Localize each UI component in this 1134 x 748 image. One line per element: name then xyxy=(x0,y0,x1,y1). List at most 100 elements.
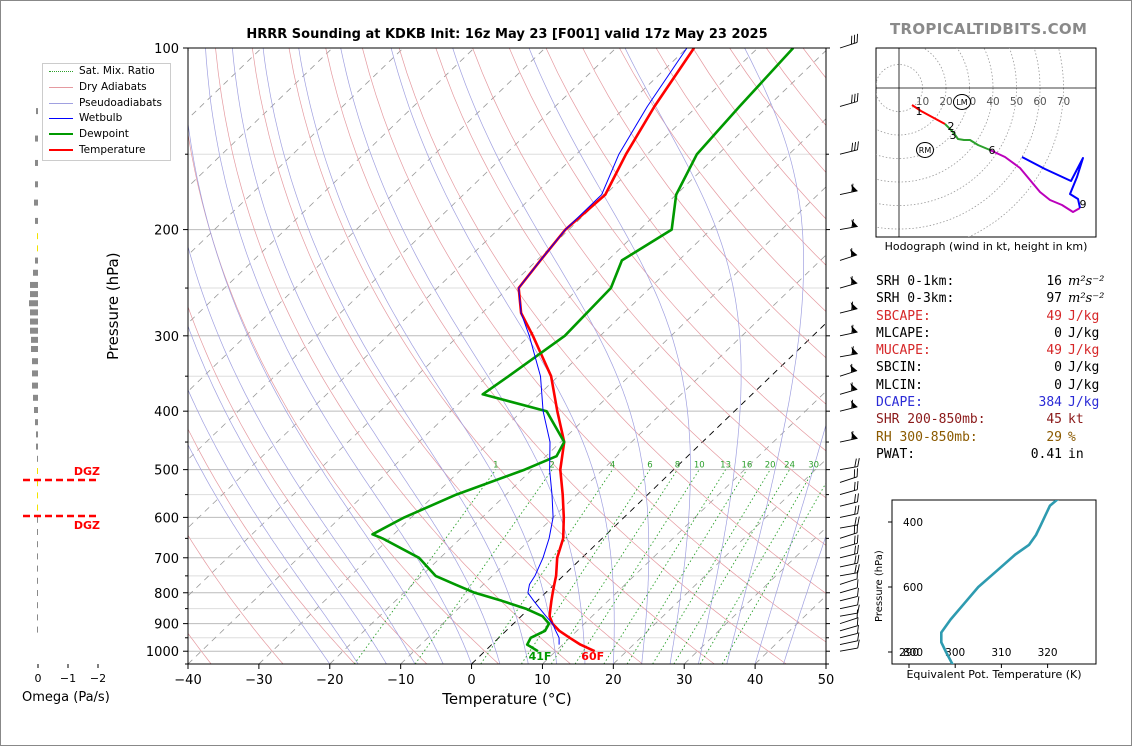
wind-barb-feather xyxy=(851,346,854,355)
x-tick-label: 0 xyxy=(467,673,475,688)
wind-barb-staff xyxy=(839,254,858,261)
y-tick-label: 800 xyxy=(154,587,179,602)
omega-bar xyxy=(37,626,38,633)
omega-bar xyxy=(37,577,38,584)
wind-barb-feather xyxy=(856,570,858,579)
wind-barb-feather xyxy=(857,516,860,526)
dry-adiabat xyxy=(508,48,826,452)
dry-adiabat xyxy=(398,48,826,594)
wind-barb xyxy=(839,524,858,539)
wind-barb-staff xyxy=(839,578,858,585)
wind-barb xyxy=(839,248,858,261)
theta-e-y-label: Pressure (hPa) xyxy=(874,550,885,622)
mixing-ratio-label: 10 xyxy=(694,461,705,471)
wind-barb-feather xyxy=(854,142,856,151)
isotherm-line xyxy=(188,48,404,256)
omega-bar xyxy=(37,468,38,474)
omega-bar xyxy=(37,614,38,621)
wind-barb-staff xyxy=(839,476,858,483)
stat-label: RH 300-850mb: xyxy=(876,429,978,445)
wind-barb-staff xyxy=(839,42,858,49)
mixing-ratio-line xyxy=(699,469,815,664)
wind-barb-feather xyxy=(851,183,854,193)
hodograph-trace xyxy=(1021,156,1084,209)
wind-barb-feather xyxy=(856,609,858,619)
wind-barb-feather xyxy=(850,248,853,257)
mixing-ratio-line xyxy=(673,469,790,664)
skewt-series xyxy=(371,48,795,653)
mixing-ratio-label: 1 xyxy=(493,461,498,471)
dry-adiabat xyxy=(251,48,643,664)
brand-watermark: TROPICALTIDBITS.COM xyxy=(890,20,1088,38)
isotherm-line xyxy=(188,48,333,188)
omega-bar xyxy=(35,181,38,188)
omega-bar xyxy=(35,419,38,426)
mixing-ratio-label: 2 xyxy=(549,461,554,471)
isotherm-line xyxy=(188,48,475,324)
omega-bar xyxy=(37,233,38,240)
x-tick-label: 40 xyxy=(747,673,764,688)
wind-barb-feather xyxy=(851,431,854,440)
omega-bar xyxy=(37,565,38,572)
pseudoadiabat xyxy=(188,325,387,664)
wind-barb-flag xyxy=(849,364,858,373)
dry-adiabat xyxy=(188,534,284,664)
wind-barb-feather xyxy=(857,632,860,641)
theta-e-x-tick-label: 310 xyxy=(991,647,1011,659)
stat-unit: J/kg xyxy=(1068,308,1100,324)
stat-label: SRH 0-3km: xyxy=(876,291,955,307)
mixing-ratio-line xyxy=(480,469,613,664)
skewt-annotations: 41F 60F xyxy=(529,650,605,663)
y-tick-label: 500 xyxy=(154,464,179,479)
wind-barb-feather xyxy=(853,525,856,534)
wind-barb-feather xyxy=(856,534,859,544)
stat-label: SHR 200-850mb: xyxy=(876,412,986,428)
stat-row: DCAPE: 384 J/kg xyxy=(876,394,1104,411)
omega-bar xyxy=(30,318,38,325)
pseudoadiabat xyxy=(205,48,472,664)
wind-barb xyxy=(839,481,859,496)
wind-barb-staff xyxy=(839,226,858,231)
x-tick-label: 50 xyxy=(818,673,835,688)
stat-unit: m²s⁻² xyxy=(1068,291,1105,307)
dry-adiabat xyxy=(619,48,826,312)
wind-barb-staff xyxy=(839,437,858,443)
storm-motion-label: LM xyxy=(956,98,967,107)
wind-barb xyxy=(839,33,858,49)
omega-bar xyxy=(37,553,38,560)
wind-barb xyxy=(839,399,858,412)
wind-barb-feather xyxy=(857,639,860,649)
stat-label: MLCAPE: xyxy=(876,325,931,341)
wind-barb-feather xyxy=(856,524,858,533)
isotherm-line xyxy=(188,49,826,664)
wind-barb-staff xyxy=(839,596,858,602)
dgz-label: DGZ xyxy=(74,465,100,478)
wind-barb xyxy=(839,579,859,594)
pseudoadiabat xyxy=(340,48,586,664)
sounding-stats: SRH 0-1km: 16 m²s⁻² SRH 0-3km: 97 m²s⁻² SBCAPE… xyxy=(876,273,1104,463)
wind-barb xyxy=(839,493,859,507)
hodograph-ring-label: 50 xyxy=(1010,96,1023,108)
stat-row: SHR 200-850mb: 45 kt xyxy=(876,411,1104,428)
omega-bar xyxy=(36,108,38,115)
skewt-axes-frame xyxy=(187,47,827,665)
mixing-ratio-label: 16 xyxy=(741,461,752,471)
stat-unit: J/kg xyxy=(1068,360,1100,376)
storm-motion-marker xyxy=(916,142,934,158)
isotherm-line xyxy=(542,390,826,664)
wind-barbs xyxy=(839,33,860,652)
wind-barb xyxy=(839,468,858,483)
wind-barb-staff xyxy=(839,562,858,568)
theta-e-y-tick-label: 600 xyxy=(903,582,923,594)
wind-barb-staff xyxy=(839,640,858,646)
wind-barb-feather xyxy=(857,544,859,554)
surface-temperature-label: 60F xyxy=(581,650,604,663)
wind-barb-feather xyxy=(851,324,854,334)
dry-adiabat xyxy=(472,48,826,499)
wind-barb-feather xyxy=(851,219,854,228)
x-axis-label: Temperature (°C) xyxy=(442,690,572,708)
isotherm-line xyxy=(188,48,688,529)
dry-adiabat xyxy=(362,48,826,643)
wind-barb xyxy=(839,617,859,632)
